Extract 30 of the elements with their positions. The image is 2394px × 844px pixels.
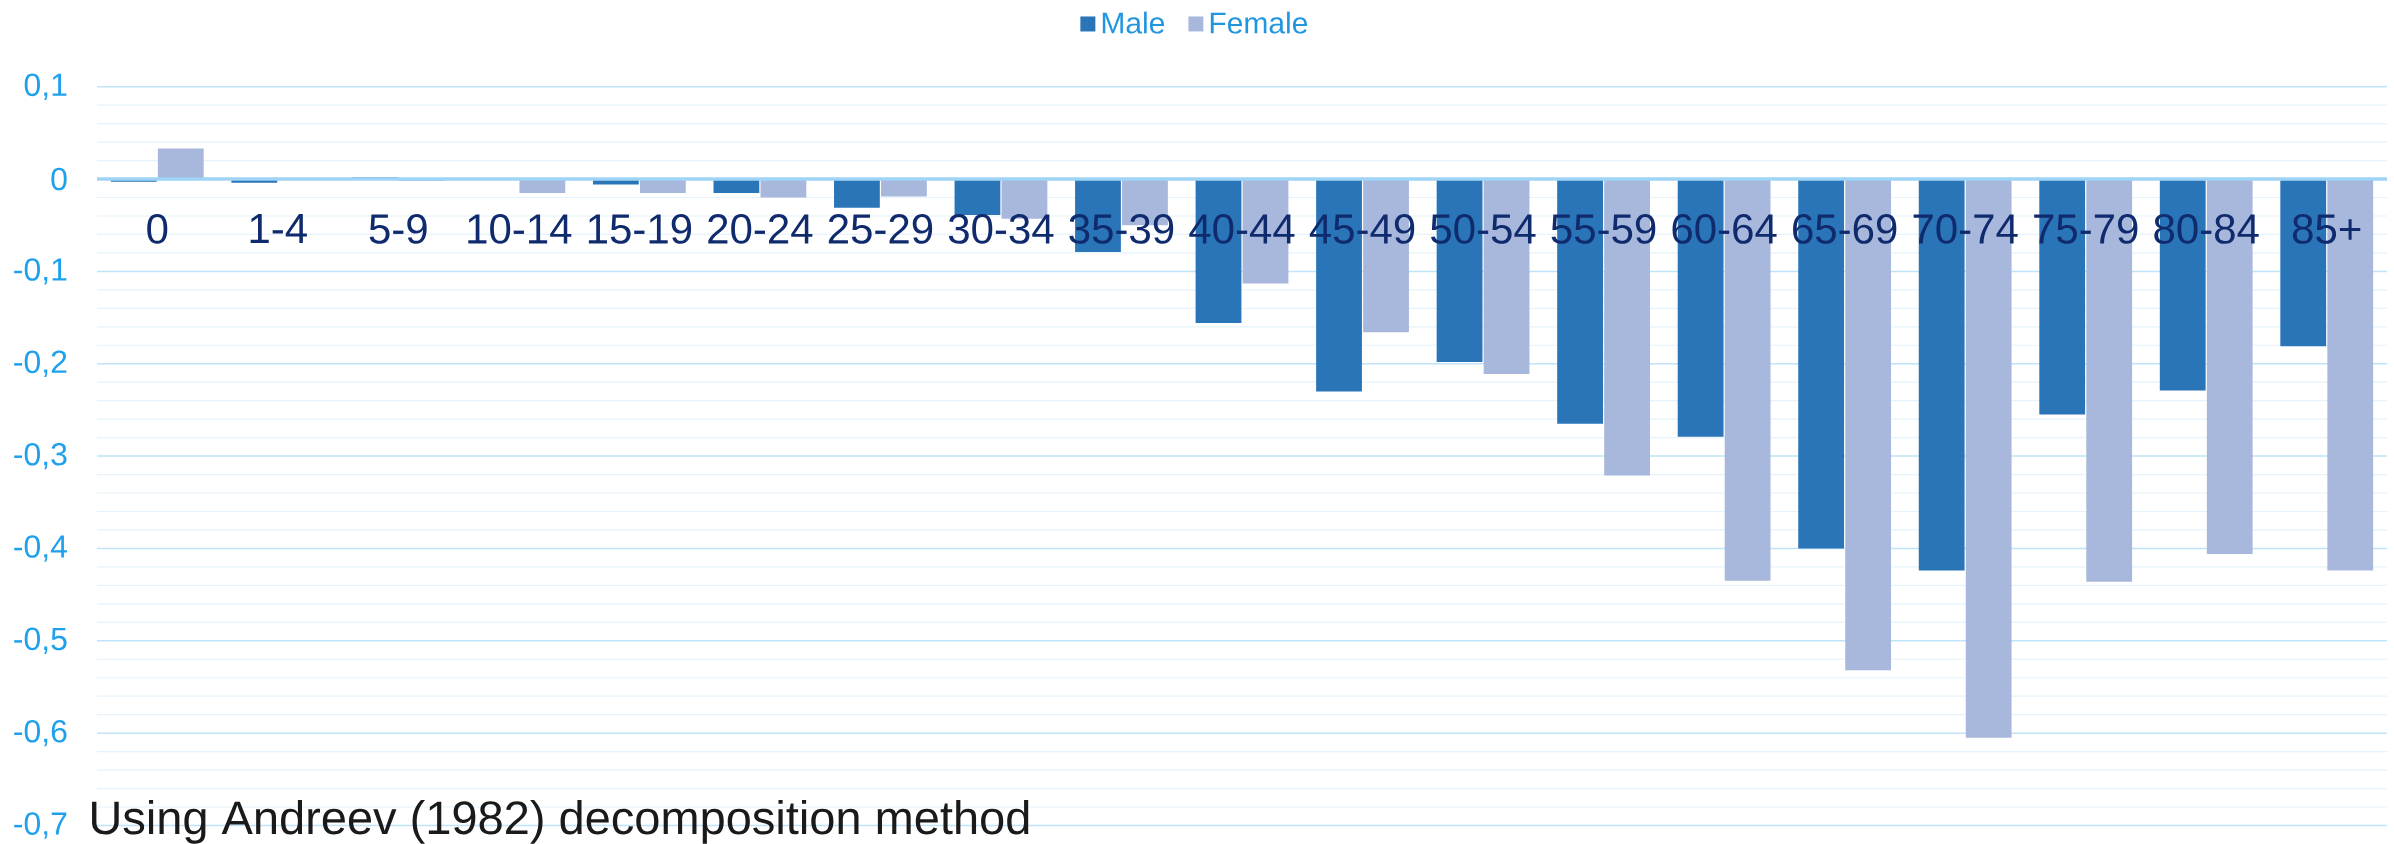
x-tick-label: 65-69 — [1793, 214, 1897, 244]
x-tick-label: 5-9 — [369, 214, 427, 244]
y-tick-label: -0,1 — [14, 258, 67, 285]
x-tick-label: 25-29 — [828, 214, 933, 244]
legend-label: Male — [1102, 11, 1165, 34]
x-tick-label: 80-84 — [2154, 214, 2259, 244]
y-tick-label: -0,7 — [14, 812, 67, 839]
annotation: Using Andreev (1982) decomposition method — [92, 799, 1029, 844]
y-tick-label: 0 — [51, 167, 67, 191]
y-tick-label: -0,6 — [14, 719, 67, 747]
x-tick-label: 35-39 — [1069, 214, 1174, 244]
x-tick-label: 60-64 — [1672, 214, 1777, 244]
legend-label: Female — [1210, 11, 1308, 34]
x-tick-label: 55-59 — [1551, 214, 1656, 244]
x-tick-label: 20-24 — [708, 214, 813, 244]
x-tick-label: 10-14 — [468, 214, 572, 244]
x-tick-label: 1-4 — [250, 214, 307, 243]
x-tick-label: 30-34 — [948, 214, 1054, 244]
x-tick-label: 0 — [147, 214, 168, 244]
x-tick-label: 40-44 — [1189, 214, 1295, 244]
y-tick-label: -0,5 — [14, 627, 67, 654]
y-tick-label: 0,1 — [24, 73, 67, 100]
x-tick-label: 15-19 — [588, 214, 692, 244]
x-tick-label: 45-49 — [1309, 214, 1415, 244]
y-tick-label: -0,3 — [14, 442, 67, 470]
y-tick-label: -0,4 — [14, 535, 67, 562]
x-tick-label: 75-79 — [2034, 214, 2138, 244]
x-tick-label: 50-54 — [1431, 214, 1536, 244]
x-tick-label: 70-74 — [1913, 214, 2018, 244]
y-tick-label: -0,2 — [14, 350, 67, 377]
